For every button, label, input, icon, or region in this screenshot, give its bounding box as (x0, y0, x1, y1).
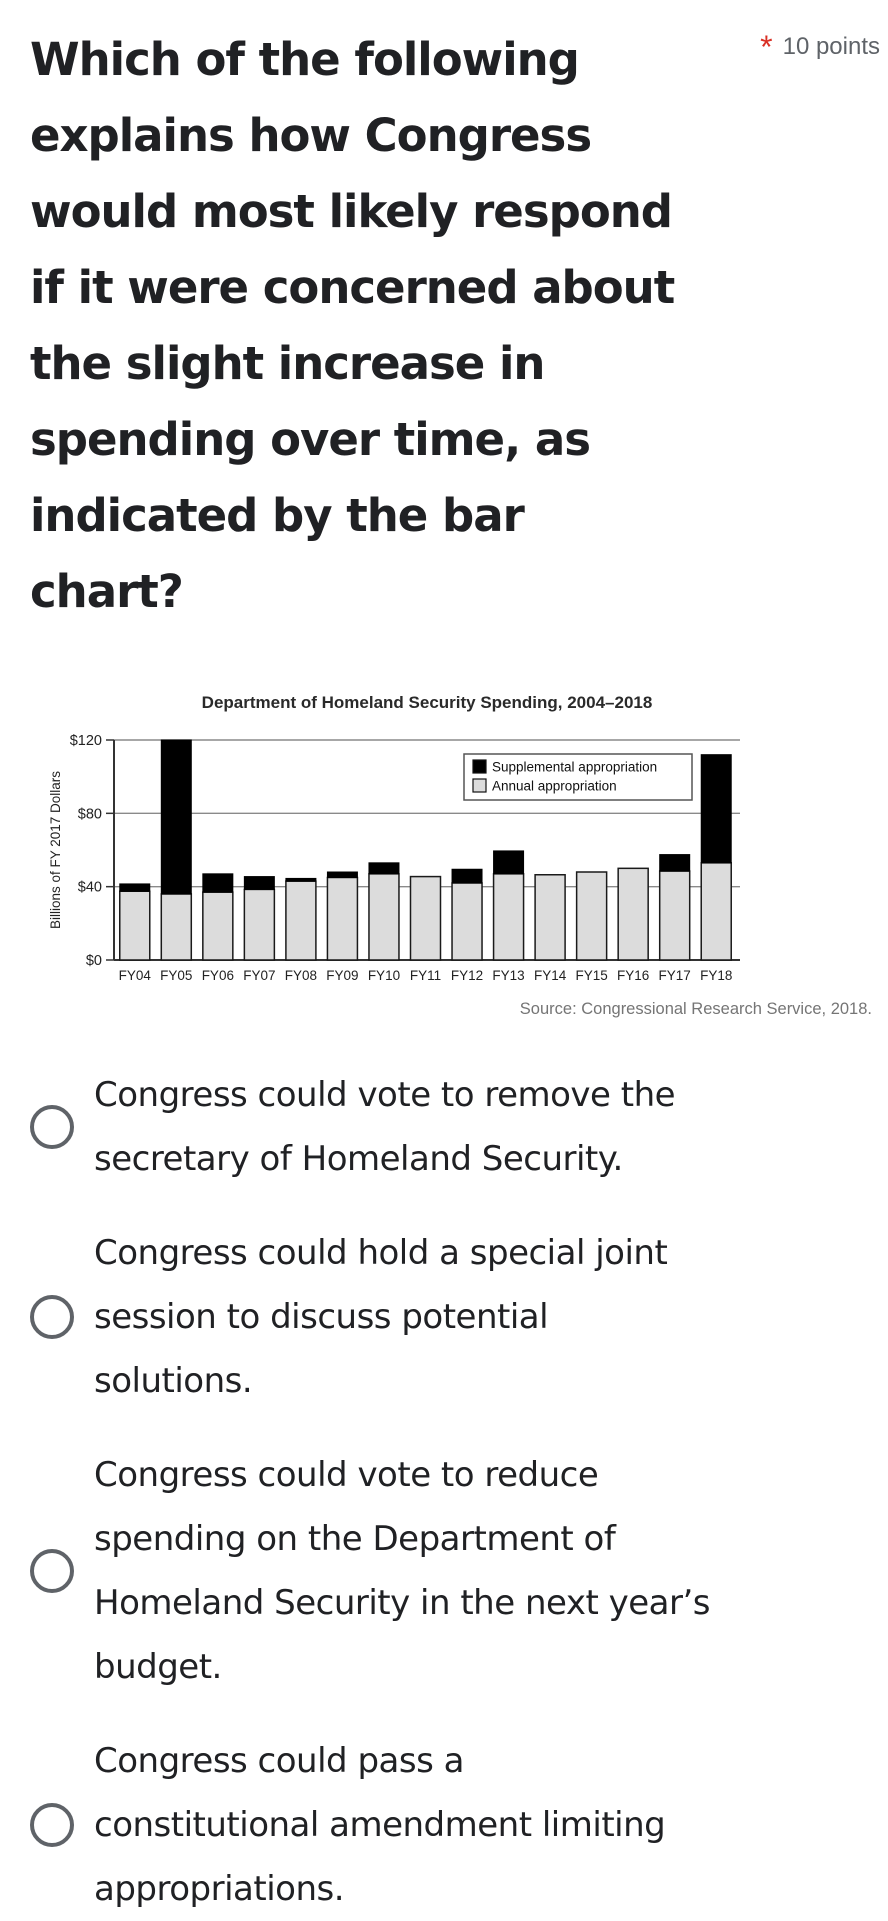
x-tick-label: FY05 (160, 968, 192, 983)
annual-bar-FY13 (492, 873, 525, 961)
option-1-label: Congress could vote to remove the secret… (94, 1063, 676, 1191)
annual-bar-FY09 (326, 876, 359, 961)
option-4-label: Congress could pass a constitutional ame… (94, 1729, 666, 1921)
y-axis-title: Billions of FY 2017 Dollars (48, 771, 63, 929)
supplemental-bar-FY08 (285, 877, 317, 882)
annual-bar-FY17 (658, 870, 691, 961)
radio-button-option-1[interactable] (30, 1105, 74, 1149)
supplemental-bar-FY07 (243, 876, 275, 890)
x-tick-label: FY15 (575, 968, 607, 983)
supplemental-bar-FY10 (368, 862, 400, 875)
annual-bar-FY12 (451, 882, 483, 961)
question-title-line: Which of the following (30, 33, 580, 86)
chart-source: Source: Congressional Research Service, … (519, 1000, 872, 1018)
option-text-line: Homeland Security in the next year’s (94, 1583, 710, 1623)
supplemental-bar-FY04 (119, 883, 151, 892)
legend-label: Supplemental appropriation (492, 760, 657, 775)
question-title-line: explains how Congress (30, 109, 592, 162)
supplemental-bar-FY17 (659, 854, 691, 872)
question-title-line: chart? (30, 565, 184, 618)
x-tick-label: FY17 (659, 968, 691, 983)
supplemental-bar-FY06 (202, 873, 234, 893)
annual-bar-FY06 (202, 891, 234, 961)
option-text-line: appropriations. (94, 1869, 345, 1909)
option-3-label: Congress could vote to reduce spending o… (94, 1443, 710, 1699)
radio-button-option-4[interactable] (30, 1803, 74, 1847)
answer-option-3[interactable]: Congress could vote to reduce spending o… (30, 1443, 888, 1699)
points-badge: * 10 points (760, 22, 880, 64)
x-tick-label: FY14 (534, 968, 567, 983)
legend-swatch-supplemental (472, 759, 487, 774)
x-tick-label: FY18 (700, 968, 732, 983)
question-title-line: the slight increase in (30, 337, 545, 390)
supplemental-bar-FY09 (326, 871, 358, 878)
annual-bar-FY14 (534, 874, 566, 961)
y-tick-label: $80 (78, 806, 102, 822)
y-tick-label: $120 (70, 733, 102, 749)
question-title-line: spending over time, as (30, 413, 591, 466)
x-tick-label: FY06 (202, 968, 234, 983)
option-text-line: Congress could vote to reduce (94, 1455, 599, 1495)
option-text-line: Congress could vote to remove the (94, 1075, 676, 1115)
radio-button-option-2[interactable] (30, 1295, 74, 1339)
required-asterisk-icon: * (760, 29, 773, 65)
points-label: 10 points (782, 33, 880, 60)
radio-button-option-3[interactable] (30, 1549, 74, 1593)
option-text-line: secretary of Homeland Security. (94, 1139, 623, 1179)
y-tick-label: $40 (78, 880, 102, 896)
supplemental-bar-FY05 (160, 739, 192, 895)
annual-bar-FY07 (243, 888, 276, 961)
dhs-spending-bar-chart: $0 $40 $80 $120 Billions of FY 2017 Dollars F… (48, 733, 740, 983)
option-text-line: budget. (94, 1647, 222, 1687)
answer-option-1[interactable]: Congress could vote to remove the secret… (30, 1063, 888, 1191)
option-text-line: constitutional amendment limiting (94, 1805, 666, 1845)
x-tick-label: FY11 (410, 968, 441, 983)
annual-bar-FY18 (700, 862, 732, 961)
x-tick-label: FY13 (492, 968, 524, 983)
option-text-line: Congress could hold a special joint (94, 1233, 668, 1273)
chart-figure: Department of Homeland Security Spending… (40, 693, 888, 1019)
annual-bar-FY15 (575, 871, 608, 961)
question-title: Which of the following explains how Cong… (30, 22, 675, 630)
chart-title: Department of Homeland Security Spending… (201, 693, 653, 712)
x-tick-label: FY07 (243, 968, 275, 983)
annual-bar-FY16 (617, 867, 649, 961)
chart-canvas: $0 $40 $80 $120 Billions of FY 2017 Dollars F… (40, 728, 888, 998)
x-tick-label: FY04 (119, 968, 152, 983)
question-header: Which of the following explains how Cong… (0, 0, 888, 630)
answer-options: Congress could vote to remove the secret… (30, 1063, 888, 1921)
question-title-line: if it were concerned about (30, 261, 675, 314)
legend-swatch-annual (472, 778, 487, 793)
x-tick-label: FY09 (326, 968, 358, 983)
x-tick-label: FY12 (451, 968, 483, 983)
option-text-line: session to discuss potential (94, 1297, 549, 1337)
legend-box (463, 753, 693, 801)
supplemental-bar-FY13 (493, 850, 525, 875)
legend-label: Annual appropriation (492, 779, 617, 794)
x-tick-label: FY16 (617, 968, 649, 983)
annual-bar-FY05 (160, 893, 193, 961)
option-text-line: Congress could pass a (94, 1741, 464, 1781)
annual-bar-FY04 (119, 890, 151, 961)
answer-option-2[interactable]: Congress could hold a special joint sess… (30, 1221, 888, 1413)
option-2-label: Congress could hold a special joint sess… (94, 1221, 668, 1413)
annual-bar-FY10 (368, 873, 400, 961)
supplemental-bar-FY12 (451, 868, 483, 884)
question-title-line: indicated by the bar (30, 489, 525, 542)
annual-bar-FY11 (409, 875, 442, 961)
x-tick-label: FY10 (368, 968, 400, 983)
x-tick-label: FY08 (285, 968, 317, 983)
supplemental-bar-FY18 (700, 754, 732, 864)
option-text-line: spending on the Department of (94, 1519, 616, 1559)
option-text-line: solutions. (94, 1361, 253, 1401)
y-tick-label: $0 (86, 953, 102, 969)
question-title-line: would most likely respond (30, 185, 673, 238)
answer-option-4[interactable]: Congress could pass a constitutional ame… (30, 1729, 888, 1921)
annual-bar-FY08 (285, 880, 317, 961)
